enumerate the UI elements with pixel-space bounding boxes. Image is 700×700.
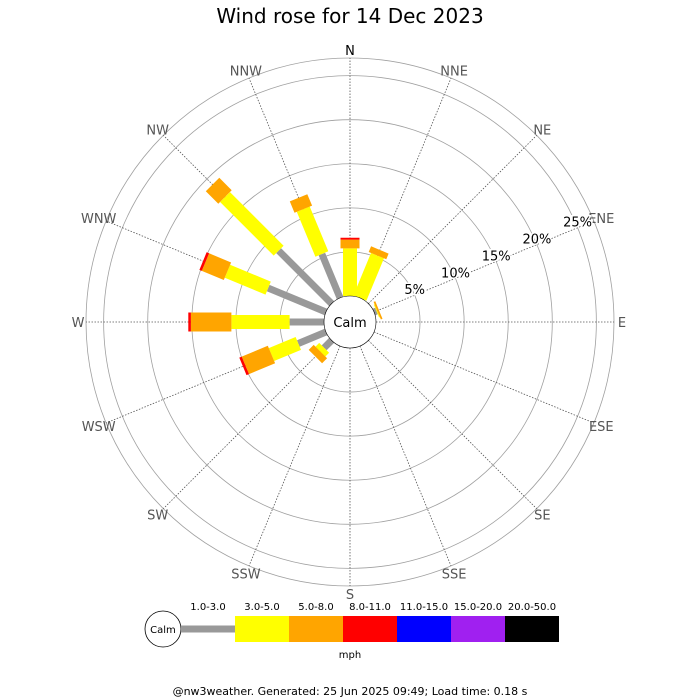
spoke-se [368,340,537,509]
bar-sw-3.0-5.0 [315,342,330,357]
calm-center-label: Calm [333,316,366,331]
legend-label-11.0-15.0: 11.0-15.0 [400,602,448,613]
legend-label-20.0-50.0: 20.0-50.0 [508,602,556,613]
bar-n-5.0-8.0 [340,239,360,249]
legend-swatch-11.0-15.0 [397,616,451,642]
direction-label-nne: NNE [440,65,468,80]
legend-swatch-1.0-3.0 [181,625,235,633]
spoke-ese [373,331,595,424]
direction-label-e: E [618,316,626,331]
legend-swatch-8.0-11.0 [343,616,397,642]
spoke-sse [359,345,452,567]
chart-title: Wind rose for 14 Dec 2023 [216,4,484,28]
radial-tick-25: 25% [563,216,592,231]
bar-nnw-5.0-8.0 [289,194,313,213]
radial-tick-5: 5% [404,283,425,298]
legend-swatch-3.0-5.0 [235,616,289,642]
radial-tick-10: 10% [441,266,470,281]
direction-label-wnw: WNW [81,212,117,227]
bar-sw-5.0-8.0 [308,344,328,364]
radial-tick-15: 15% [482,250,511,265]
direction-labels: N NNE NE ENE E ESE SE SSE S SSW SW WSW W WNW NW NNW [72,44,627,603]
calm-center-circle [323,295,377,349]
direction-label-ssw: SSW [231,567,261,582]
bar-w-1.0-3.0 [289,318,324,326]
bar-ene-1.0-3.0 [372,307,378,316]
bar-nw-1.0-3.0 [276,248,335,307]
bar-n-3.0-5.0 [343,248,357,296]
bar-ene-3.0-5.0 [373,304,380,318]
bar-wsw-5.0-8.0 [241,345,276,375]
spoke-ne [368,135,537,304]
bar-wnw-8.0-11.0 [199,252,210,271]
bar-nnw-1.0-3.0 [318,252,344,300]
bar-n-8.0-11.0 [340,237,360,240]
legend-label-1.0-3.0: 1.0-3.0 [190,602,225,613]
legend-label-15.0-20.0: 15.0-20.0 [454,602,502,613]
direction-label-sw: SW [147,508,168,523]
bar-ene-5.0-8.0 [373,301,383,320]
radial-tick-labels: 5% 10% 15% 20% 25% [403,214,594,300]
legend-label-5.0-8.0: 5.0-8.0 [298,602,333,613]
calm-circle: Calm [323,295,377,349]
direction-label-nw: NW [146,124,169,139]
direction-label-s: S [346,588,354,603]
wind-bars [188,177,389,376]
grid-circle-4 [147,119,553,525]
footer-text: @nw3weather. Generated: 25 Jun 2025 09:4… [172,685,528,698]
bar-nw-5.0-8.0 [205,177,232,204]
speed-legend: Calm 1.0-3.0 3.0-5.0 5.0-8.0 8.0-11.0 11.0-15… [144,602,559,661]
direction-label-ne: NE [533,124,551,139]
bar-wsw-1.0-3.0 [297,328,328,347]
spoke-sw [163,340,332,509]
legend-swatch-15.0-20.0 [451,616,505,642]
bar-nne-5.0-8.0 [368,246,389,260]
legend-unit-label: mph [339,650,361,661]
bar-sw-1.0-3.0 [321,337,335,351]
legend-label-8.0-11.0: 8.0-11.0 [349,602,391,613]
direction-label-wsw: WSW [82,420,116,435]
bar-wnw-1.0-3.0 [266,284,328,316]
bar-w-3.0-5.0 [231,315,290,329]
bar-nnw-3.0-5.0 [296,206,329,257]
legend-calm-label: Calm [150,625,176,636]
bar-wsw-3.0-5.0 [268,337,301,361]
bar-wnw-3.0-5.0 [224,264,271,295]
bar-wnw-5.0-8.0 [201,253,232,280]
bar-w-8.0-11.0 [188,312,191,332]
bar-wsw-8.0-11.0 [239,356,249,376]
direction-label-se: SE [534,508,550,523]
direction-label-w: W [72,316,85,331]
legend-swatch-5.0-8.0 [289,616,343,642]
direction-label-ese: ESE [589,420,614,435]
bar-w-5.0-8.0 [190,312,232,332]
direction-label-n: N [345,44,355,59]
direction-label-nnw: NNW [230,65,262,80]
spoke-ssw [248,345,341,567]
bar-nw-3.0-5.0 [220,192,284,256]
legend-swatch-20.0-50.0 [505,616,559,642]
radial-tick-20: 20% [522,233,551,248]
direction-label-ene: ENE [588,212,614,227]
spoke-ene [373,220,595,313]
bar-nne-3.0-5.0 [353,253,384,301]
legend-label-3.0-5.0: 3.0-5.0 [244,602,279,613]
direction-label-sse: SSE [442,567,467,582]
